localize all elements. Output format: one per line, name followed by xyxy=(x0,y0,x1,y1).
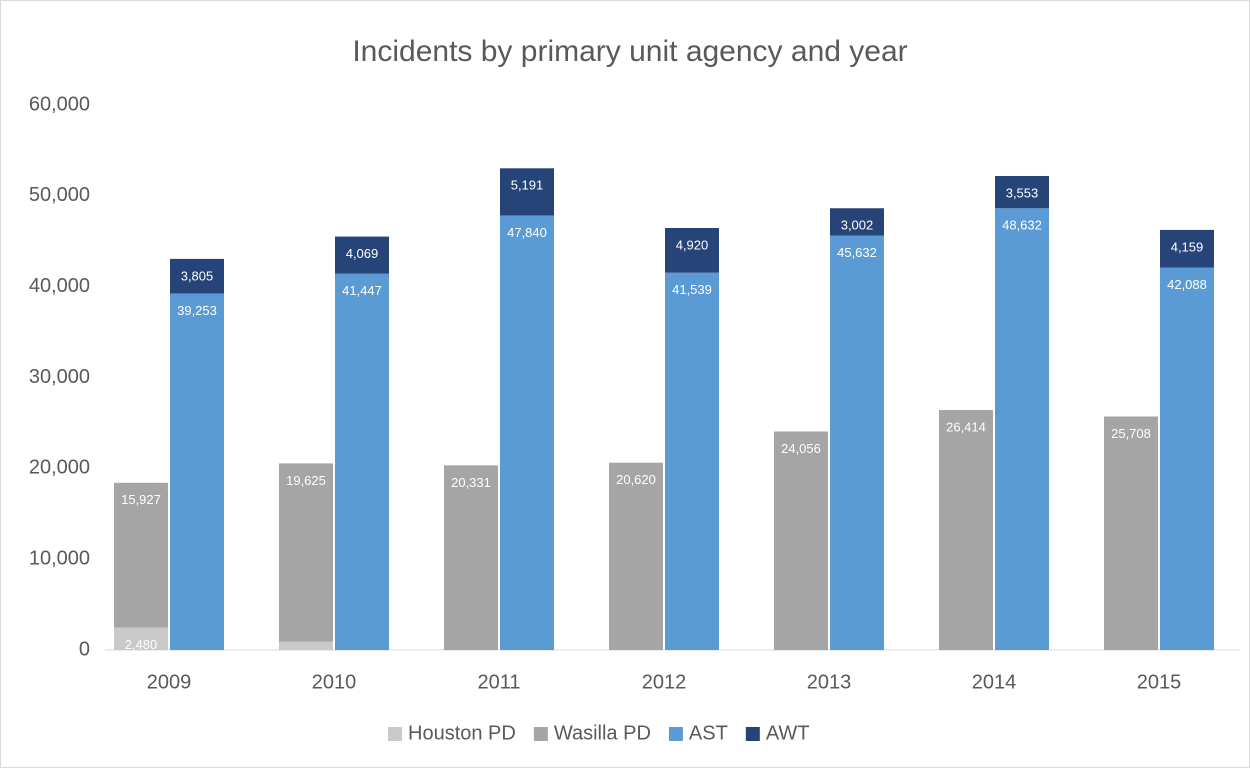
bar xyxy=(830,235,884,650)
data-label: 25,708 xyxy=(1111,426,1151,441)
legend-label: Wasilla PD xyxy=(554,722,651,744)
y-tick-label: 10,000 xyxy=(29,547,90,569)
data-label: 4,159 xyxy=(1171,239,1204,254)
legend-swatch xyxy=(533,727,548,741)
bar xyxy=(995,175,1049,209)
bar xyxy=(335,236,389,274)
legend-label: AST xyxy=(689,722,728,744)
data-label: 3,805 xyxy=(181,268,214,283)
bar xyxy=(774,431,828,650)
y-tick-label: 0 xyxy=(79,638,90,660)
bar xyxy=(830,208,884,236)
bar xyxy=(1104,416,1158,650)
bar xyxy=(335,273,389,650)
data-label: 3,553 xyxy=(1006,185,1039,200)
x-tick-label: 2013 xyxy=(807,671,852,693)
bar xyxy=(114,482,168,628)
legend-swatch xyxy=(388,727,402,741)
data-label: 45,632 xyxy=(837,245,877,260)
chart-title: Incidents by primary unit agency and yea… xyxy=(352,35,907,68)
y-tick-label: 40,000 xyxy=(29,275,90,297)
legend-label: AWT xyxy=(766,722,810,744)
data-label: 39,253 xyxy=(177,303,217,318)
y-tick-label: 30,000 xyxy=(29,366,90,388)
data-label: 20,331 xyxy=(451,475,491,490)
bar xyxy=(609,462,663,650)
bar xyxy=(995,208,1049,650)
x-tick-label: 2015 xyxy=(1137,671,1182,693)
data-label: 48,632 xyxy=(1002,218,1042,233)
bar xyxy=(1160,229,1214,268)
y-tick-label: 20,000 xyxy=(29,457,90,479)
data-label: 2,480 xyxy=(125,637,158,652)
bar xyxy=(500,168,554,216)
data-label: 41,539 xyxy=(672,282,712,297)
x-tick-label: 2009 xyxy=(147,671,192,693)
bar xyxy=(444,465,498,650)
x-tick-label: 2012 xyxy=(642,671,687,693)
bar xyxy=(170,258,224,294)
legend-label: Houston PD xyxy=(408,722,516,744)
data-label: 19,625 xyxy=(286,473,326,488)
bar xyxy=(665,272,719,650)
data-label: 26,414 xyxy=(946,420,986,435)
y-tick-label: 50,000 xyxy=(29,184,90,206)
data-label: 41,447 xyxy=(342,283,382,298)
bar xyxy=(279,641,333,650)
bar xyxy=(279,463,333,642)
data-label: 4,920 xyxy=(676,237,709,252)
bar xyxy=(500,215,554,650)
x-tick-label: 2014 xyxy=(972,671,1017,693)
data-label: 42,088 xyxy=(1167,277,1207,292)
legend-swatch xyxy=(668,727,683,741)
data-label: 5,191 xyxy=(511,178,544,193)
data-label: 24,056 xyxy=(781,441,821,456)
data-label: 4,069 xyxy=(346,246,379,261)
y-tick-label: 60,000 xyxy=(29,93,90,115)
legend-swatch xyxy=(745,727,760,741)
x-tick-label: 2010 xyxy=(312,671,357,693)
bar xyxy=(1160,267,1214,650)
x-tick-label: 2011 xyxy=(477,671,520,693)
bar xyxy=(665,227,719,273)
bar xyxy=(170,293,224,650)
bar xyxy=(939,410,993,650)
data-label: 3,002 xyxy=(841,218,874,233)
data-label: 47,840 xyxy=(507,225,547,240)
data-label: 15,927 xyxy=(121,492,161,507)
data-label: 20,620 xyxy=(616,472,656,487)
bar xyxy=(114,627,168,650)
data-label: 919 xyxy=(295,651,317,666)
